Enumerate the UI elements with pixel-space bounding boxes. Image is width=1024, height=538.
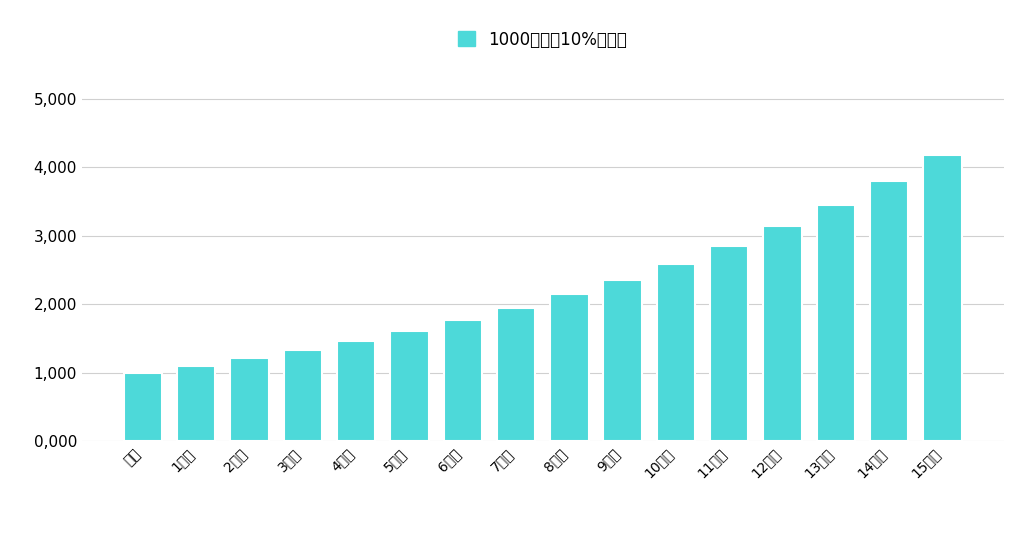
Bar — [656, 264, 695, 441]
Bar — [550, 294, 589, 441]
Bar — [443, 320, 482, 441]
Bar — [284, 350, 323, 441]
Bar — [124, 373, 162, 441]
Legend: 1000万円も10%で運用: 1000万円も10%で運用 — [452, 24, 634, 55]
Bar — [603, 280, 642, 441]
Bar — [177, 366, 215, 441]
Bar — [924, 155, 962, 441]
Bar — [390, 331, 429, 441]
Bar — [230, 358, 268, 441]
Bar — [710, 246, 749, 441]
Bar — [763, 226, 802, 441]
Bar — [337, 341, 376, 441]
Bar — [497, 308, 536, 441]
Bar — [817, 205, 855, 441]
Bar — [870, 181, 908, 441]
